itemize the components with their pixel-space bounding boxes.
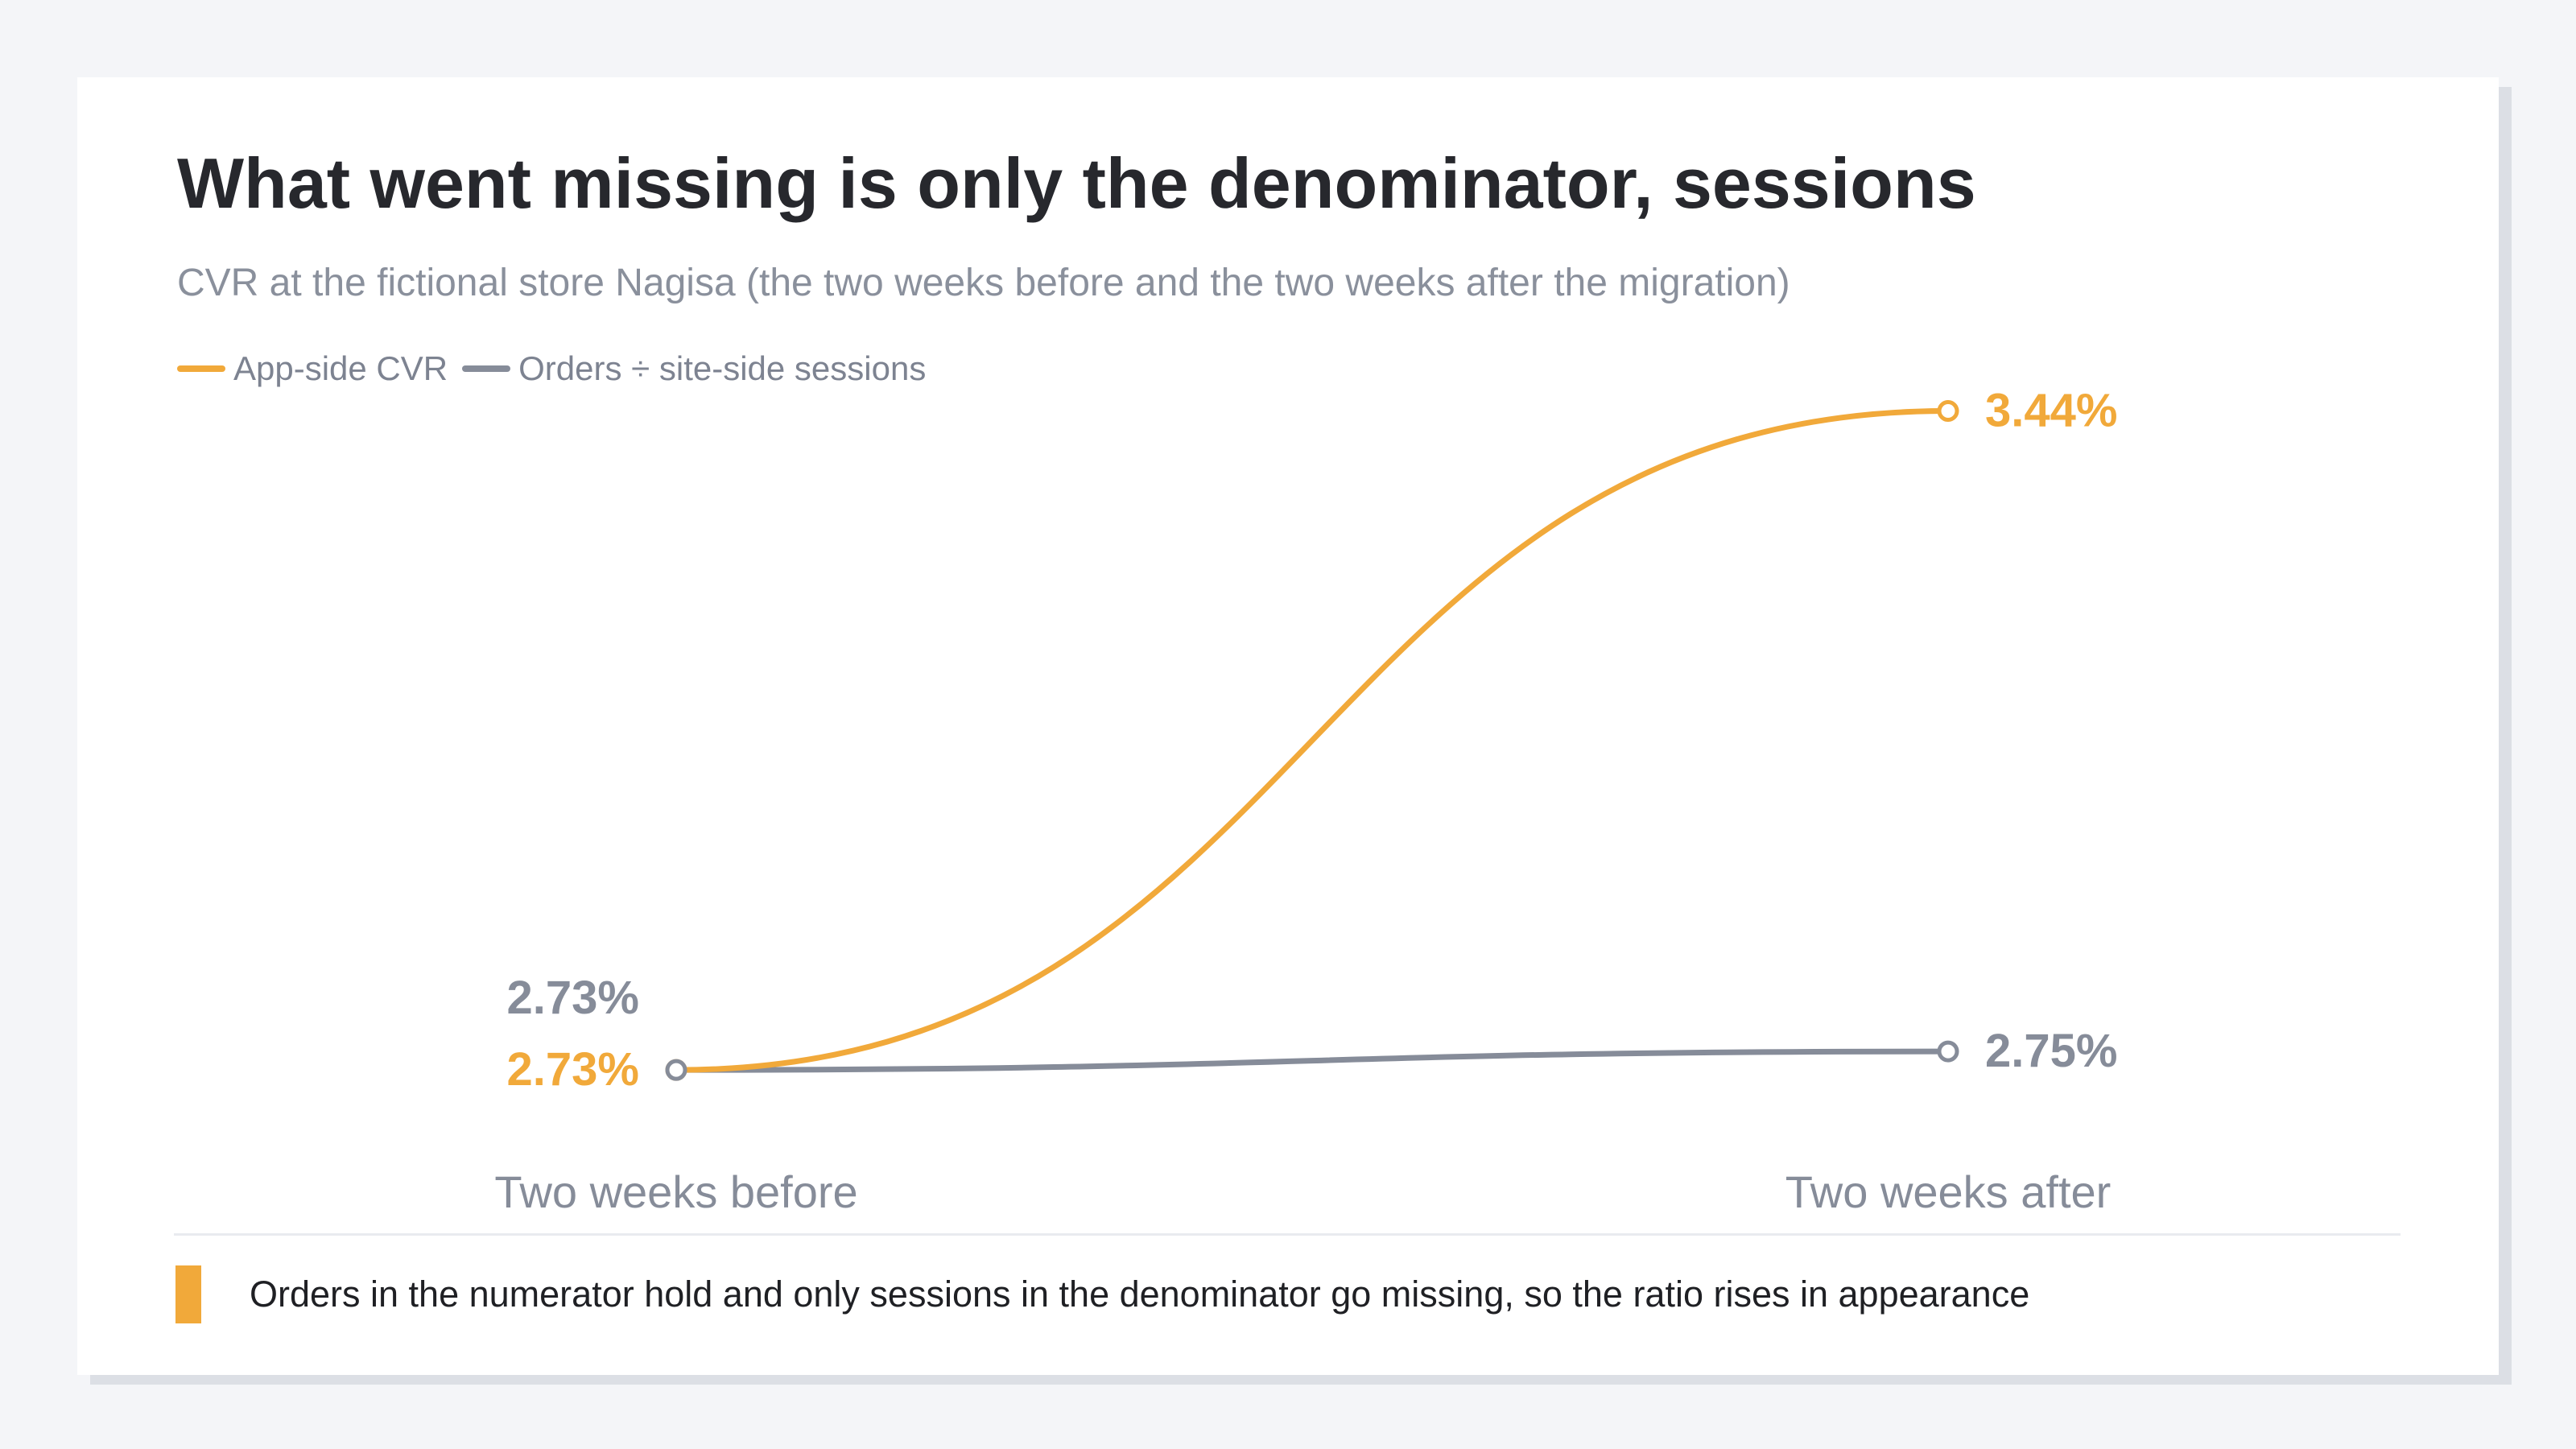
footer-divider [174,1233,2401,1236]
chart-title: What went missing is only the denominato… [177,143,1976,223]
chart-card: What went missing is only the denominato… [77,77,2499,1375]
legend-item-site-side: Orders ÷ site-side sessions [462,346,926,391]
footer-accent-bar [175,1265,201,1323]
data-point-0-1 [1937,399,1959,422]
legend-label-site-side: Orders ÷ site-side sessions [518,349,927,387]
legend-swatch-site-side [462,365,511,372]
legend-label-app-side-cvr: App-side CVR [233,349,448,387]
data-label-0-0: 2.73% [507,1043,639,1096]
x-axis: Two weeks before Two weeks after [494,1166,2111,1217]
label-layer: 2.73% 3.44% 2.73% 2.75% [507,384,2118,1096]
data-point-1-0 [665,1059,687,1081]
series-layer [665,399,1959,1081]
data-label-1-0: 2.73% [507,972,639,1024]
data-point-1-1 [1937,1040,1959,1063]
footer-note: Orders in the numerator hold and only se… [250,1274,2030,1315]
data-label-0-1: 3.44% [1985,384,2117,436]
chart-subtitle: CVR at the fictional store Nagisa (the t… [177,262,1790,304]
legend-swatch-app-side-cvr [177,365,225,372]
data-label-1-1: 2.75% [1985,1025,2117,1077]
line-chart: 2.73%3.44%2.73%2.75% Two weeks before Two… [494,384,2118,1217]
legend-item-app-side-cvr: App-side CVR [177,346,448,391]
series-line-0 [673,407,1951,1073]
x-tick-label-1: Two weeks after [1785,1166,2112,1217]
series-line-1 [673,1048,1951,1073]
x-tick-label-0: Two weeks before [494,1166,857,1217]
legend: App-side CVR Orders ÷ site-side sessions [177,346,940,391]
